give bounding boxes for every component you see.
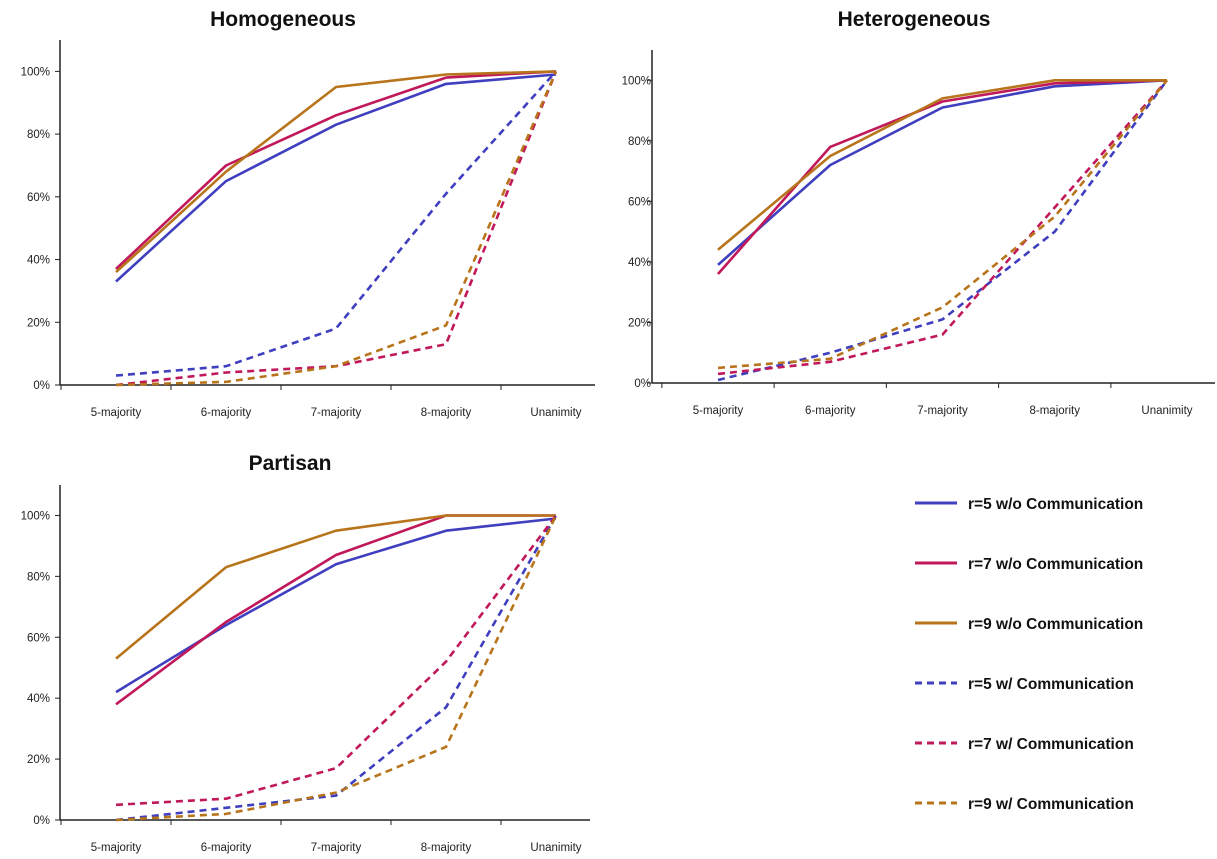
legend-label: r=9 w/ Communication	[968, 796, 1134, 813]
legend-item-r-7-w-communication: r=7 w/ Communication	[915, 736, 1134, 753]
homogeneous-title: Homogeneous	[210, 8, 356, 31]
legend: r=5 w/o Communication r=7 w/o Communicati…	[915, 496, 1143, 813]
panels: Homogeneous 0% 20% 40% 60% 80% 100% 5-majority 6…	[21, 8, 1215, 854]
heterogeneous-y-tick-label: 80%	[628, 136, 651, 148]
legend-item-r-5-w-communication: r=5 w/ Communication	[915, 676, 1134, 693]
partisan-x-tick-label: 6-majority	[201, 842, 252, 854]
legend-item-r-9-w-o-communication: r=9 w/o Communication	[915, 616, 1143, 633]
partisan-series-r-9-w-communication	[115, 514, 558, 822]
heterogeneous-series-r-7-w-o-communication	[717, 79, 1168, 275]
homogeneous-series-r-5-w-communication	[115, 70, 557, 377]
legend-label: r=7 w/ Communication	[968, 736, 1134, 753]
partisan-x-tick-label: 8-majority	[421, 842, 472, 854]
partisan-y-tick-label: 100%	[21, 510, 50, 522]
homogeneous-x-tick-label: 5-majority	[91, 407, 142, 419]
partisan-y-tick-label: 0%	[33, 815, 50, 827]
heterogeneous-chart: Heterogeneous 0% 20% 40% 60% 80% 100% 5-majorit…	[622, 8, 1215, 417]
homogeneous-series-r-5-w-o-communication	[115, 73, 557, 283]
homogeneous-series-r-7-w-o-communication	[115, 70, 557, 270]
partisan-y-tick-label: 80%	[27, 571, 50, 583]
heterogeneous-x-tick-label: 8-majority	[1030, 405, 1081, 417]
homogeneous-series-r-9-w-communication	[115, 70, 558, 387]
heterogeneous-y-tick-label: 20%	[628, 317, 651, 329]
partisan-series-r-7-w-communication	[115, 514, 558, 807]
legend-item-r-9-w-communication: r=9 w/ Communication	[915, 796, 1134, 813]
legend-label: r=5 w/o Communication	[968, 496, 1143, 513]
heterogeneous-title: Heterogeneous	[838, 8, 991, 31]
homogeneous-x-tick-label: Unanimity	[530, 407, 581, 419]
homogeneous-y-tick-label: 60%	[27, 192, 50, 204]
heterogeneous-series-r-5-w-o-communication	[717, 79, 1168, 266]
homogeneous-x-tick-label: 7-majority	[311, 407, 362, 419]
heterogeneous-series-r-9-w-o-communication	[717, 79, 1167, 251]
legend-label: r=5 w/ Communication	[968, 676, 1134, 693]
partisan-series-r-9-w-o-communication	[115, 514, 556, 660]
partisan-x-tick-label: 5-majority	[91, 842, 142, 854]
legend-item-r-7-w-o-communication: r=7 w/o Communication	[915, 556, 1143, 573]
heterogeneous-series-r-7-w-communication	[717, 79, 1168, 376]
partisan-y-tick-label: 60%	[27, 632, 50, 644]
homogeneous-y-tick-label: 100%	[21, 66, 50, 78]
heterogeneous-x-tick-label: 6-majority	[805, 405, 856, 417]
partisan-y-tick-label: 20%	[27, 754, 50, 766]
homogeneous-series-r-9-w-o-communication	[115, 70, 557, 274]
homogeneous-y-tick-label: 80%	[27, 129, 50, 141]
legend-label: r=7 w/o Communication	[968, 556, 1143, 573]
homogeneous-y-tick-label: 0%	[33, 380, 50, 392]
homogeneous-y-tick-label: 40%	[27, 255, 50, 267]
homogeneous-series-r-7-w-communication	[115, 70, 558, 387]
heterogeneous-x-tick-label: Unanimity	[1141, 405, 1192, 417]
heterogeneous-y-tick-label: 60%	[628, 196, 651, 208]
heterogeneous-y-tick-label: 40%	[628, 257, 651, 269]
heterogeneous-x-tick-label: 7-majority	[917, 405, 968, 417]
legend-label: r=9 w/o Communication	[968, 616, 1143, 633]
homogeneous-x-tick-label: 6-majority	[201, 407, 252, 419]
heterogeneous-y-tick-label: 100%	[622, 75, 651, 87]
partisan-x-tick-label: 7-majority	[311, 842, 362, 854]
partisan-y-tick-label: 40%	[27, 693, 50, 705]
homogeneous-chart: Homogeneous 0% 20% 40% 60% 80% 100% 5-majority 6…	[21, 8, 595, 419]
partisan-series-r-5-w-o-communication	[115, 517, 557, 694]
partisan-title: Partisan	[249, 452, 332, 475]
partisan-x-tick-label: Unanimity	[530, 842, 581, 854]
heterogeneous-x-tick-label: 5-majority	[693, 405, 744, 417]
heterogeneous-y-tick-label: 0%	[634, 378, 651, 390]
homogeneous-y-tick-label: 20%	[27, 317, 50, 329]
legend-item-r-5-w-o-communication: r=5 w/o Communication	[915, 496, 1143, 513]
heterogeneous-series-r-9-w-communication	[717, 79, 1169, 370]
partisan-series-r-5-w-communication	[115, 514, 558, 822]
partisan-series-r-7-w-o-communication	[115, 514, 556, 706]
partisan-chart: Partisan 0% 20% 40% 60% 80% 100% 5-majority 6-ma…	[21, 452, 590, 854]
homogeneous-x-tick-label: 8-majority	[421, 407, 472, 419]
